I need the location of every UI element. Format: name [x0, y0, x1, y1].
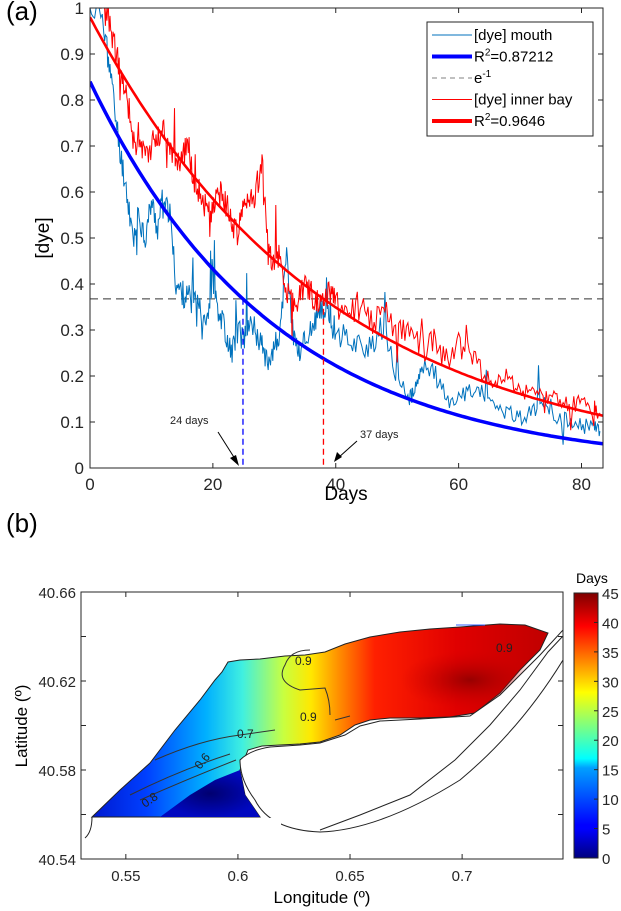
contour-lines	[129, 624, 485, 801]
colorbar-tick-label: 25	[602, 704, 619, 721]
y-tick-label: 0.6	[60, 183, 84, 202]
x-tick-label: 20	[203, 475, 222, 494]
y-tick-label: 0.7	[60, 137, 84, 156]
x-tick-label: 0.55	[111, 868, 140, 885]
fit-curve-mouth	[90, 80, 603, 446]
bay-water-region	[90, 623, 549, 818]
y-tick-label: 0.5	[60, 229, 84, 248]
series-dye-inner-bay	[90, 8, 601, 431]
colorbar	[573, 592, 599, 859]
x-axis-title-b: Longitude (º)	[274, 888, 371, 907]
coastline	[84, 816, 93, 839]
y-tick-label: 40.62	[38, 674, 76, 691]
contour-label: 0.7	[237, 727, 254, 741]
map-frame	[80, 591, 564, 860]
y-tick-label: 40.66	[38, 585, 76, 602]
x-tick-label: 40	[326, 475, 345, 494]
outer-coastline	[319, 635, 563, 831]
y-tick-label: 40.54	[38, 852, 76, 869]
colorbar-tick-label: 5	[602, 822, 610, 839]
colorbar-tick-label: 0	[602, 851, 610, 868]
x-tick-label: 60	[449, 475, 468, 494]
annotation-37-days: 37 days	[360, 429, 399, 441]
plot-area-frame	[89, 7, 604, 469]
y-tick-label: 0.4	[60, 275, 84, 294]
contour-labels: 0.9 0.9 0.7 0.6 0.8 0.9	[139, 641, 513, 810]
y-axis-title: [dye]	[33, 217, 54, 258]
y-tick-label: 40.58	[38, 763, 76, 780]
arrowhead-icon	[230, 455, 239, 466]
legend-entry: [dye] mouth	[474, 27, 552, 44]
colorbar-tick-label: 15	[602, 763, 619, 780]
y-axis-title-b: Latitude (º)	[12, 685, 31, 768]
contour-label: 0.6	[192, 750, 214, 772]
legend-entry: e-1	[474, 69, 492, 87]
contour-label: 0.9	[496, 641, 513, 655]
annotation-24-days: 24 days	[170, 415, 209, 427]
colorbar-tick-label: 10	[602, 792, 619, 809]
chart-a: 0 20 40 60 80 0 0.1 0.2 0.3 0.4 0.5 0.6 0.7 0.8 0.9 1 2…	[33, 0, 604, 505]
panel-label-a: (a)	[6, 0, 38, 26]
y-tick-label: 0.8	[60, 91, 84, 110]
x-tick-label: 0.6	[228, 868, 249, 885]
fit-curve-inner-bay	[90, 16, 603, 417]
contour-label: 0.9	[295, 654, 312, 668]
x-tick-label: 80	[572, 475, 591, 494]
colorbar-tick-label: 45	[602, 586, 619, 603]
contour-label: 0.9	[300, 710, 317, 724]
land-spit	[239, 629, 563, 833]
legend-entry: R2=0.9646	[474, 112, 545, 130]
y-tick-label: 0.9	[60, 45, 84, 64]
y-tick-label: 0	[75, 459, 84, 478]
legend: [dye] mouth R2=0.87212 e-1 [dye] inner bay R…	[426, 21, 594, 137]
legend-entry: R2=0.87212	[474, 48, 553, 66]
colorbar-tick-label: 20	[602, 733, 619, 750]
arrowhead-icon	[334, 452, 342, 462]
x-tick-label: 0	[85, 475, 94, 494]
x-axis-title: Days	[324, 484, 367, 505]
legend-entry: [dye] inner bay	[474, 92, 573, 109]
panel-label-b: (b)	[6, 508, 38, 538]
colorbar-tick-label: 35	[602, 645, 619, 662]
arrow-37-days	[337, 440, 358, 459]
colorbar-tick-label: 30	[602, 674, 619, 691]
y-tick-label: 0.3	[60, 321, 84, 340]
mouth-low-residence-region	[160, 770, 260, 817]
contour-label: 0.8	[139, 789, 161, 810]
y-tick-label: 0.2	[60, 367, 84, 386]
series-dye-mouth	[90, 8, 601, 445]
colorbar-tick-label: 40	[602, 615, 619, 632]
x-tick-label: 0.7	[452, 868, 473, 885]
x-tick-label: 0.65	[335, 868, 364, 885]
colorbar-title: Days	[576, 570, 608, 586]
y-tick-label: 0.1	[60, 413, 84, 432]
y-tick-label: 1	[75, 0, 84, 18]
inner-bay-high-residence-region	[400, 650, 540, 710]
